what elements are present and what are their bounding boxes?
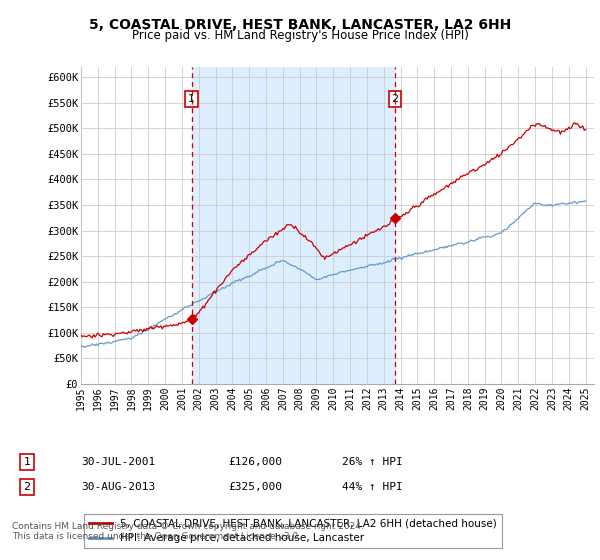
- Text: 30-AUG-2013: 30-AUG-2013: [81, 482, 155, 492]
- Text: 5, COASTAL DRIVE, HEST BANK, LANCASTER, LA2 6HH: 5, COASTAL DRIVE, HEST BANK, LANCASTER, …: [89, 18, 511, 32]
- Text: 2: 2: [23, 482, 31, 492]
- Text: Price paid vs. HM Land Registry's House Price Index (HPI): Price paid vs. HM Land Registry's House …: [131, 29, 469, 42]
- Text: 44% ↑ HPI: 44% ↑ HPI: [342, 482, 403, 492]
- Text: £325,000: £325,000: [228, 482, 282, 492]
- Bar: [191, 67, 395, 384]
- Text: 2: 2: [391, 94, 398, 104]
- Legend: 5, COASTAL DRIVE, HEST BANK, LANCASTER, LA2 6HH (detached house), HPI: Average p: 5, COASTAL DRIVE, HEST BANK, LANCASTER, …: [83, 514, 502, 548]
- Text: Contains HM Land Registry data © Crown copyright and database right 2024.
This d: Contains HM Land Registry data © Crown c…: [12, 522, 364, 542]
- Text: 1: 1: [188, 94, 195, 104]
- Text: 1: 1: [23, 457, 31, 467]
- Text: 26% ↑ HPI: 26% ↑ HPI: [342, 457, 403, 467]
- Text: 30-JUL-2001: 30-JUL-2001: [81, 457, 155, 467]
- Text: £126,000: £126,000: [228, 457, 282, 467]
